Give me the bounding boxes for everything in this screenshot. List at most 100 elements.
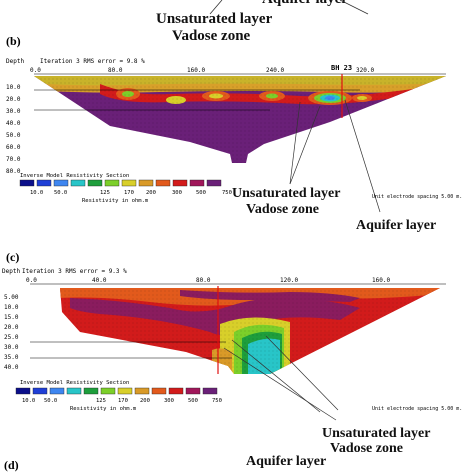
depth-tick: 40.0 <box>4 364 19 371</box>
depth-tick: 5.00 <box>4 294 19 301</box>
top-leader-lines <box>209 0 369 15</box>
legend-value: 750 <box>212 398 222 404</box>
depth-tick: 30.0 <box>6 108 21 115</box>
legend-value: 500 <box>196 190 206 196</box>
legend-swatch <box>172 179 188 187</box>
panel-b-iteration: Iteration 3 RMS error = 9.8 % <box>40 58 145 65</box>
panel-c-depth-header: Depth <box>2 268 20 275</box>
legend-swatch <box>19 179 35 187</box>
legend-swatch <box>100 387 116 395</box>
legend-value: 10.0 <box>22 398 35 404</box>
panel-c-legend-unit: Resistivity in ohm.m <box>70 406 137 412</box>
legend-value: 50.0 <box>54 190 67 196</box>
legend-swatch <box>83 387 99 395</box>
depth-tick: 80.0 <box>6 168 21 175</box>
legend-swatch <box>53 179 69 187</box>
top-unsaturated-label: Unsaturated layer <box>156 11 273 27</box>
legend-swatch <box>36 179 52 187</box>
x-tick: 320.0 <box>356 67 374 74</box>
x-tick: 80.0 <box>196 277 211 284</box>
depth-tick: 35.0 <box>4 354 19 361</box>
depth-tick: 70.0 <box>6 156 21 163</box>
legend-value: 170 <box>118 398 128 404</box>
legend-swatch <box>185 387 201 395</box>
legend-value: 200 <box>140 398 150 404</box>
panel-c-depth-ticks: 5.00 10.0 15.0 20.0 25.0 30.0 35.0 40.0 <box>4 294 19 371</box>
panel-c-legend-values: 10.0 50.0 125 170 200 300 500 750 <box>22 398 222 404</box>
legend-swatch <box>117 387 133 395</box>
panel-c-color-legend <box>15 387 218 395</box>
panel-b-vadose-label: Vadose zone <box>246 202 319 217</box>
legend-swatch <box>151 387 167 395</box>
legend-swatch <box>202 387 218 395</box>
panel-b-resistivity-section: Depth Iteration 3 RMS error = 9.8 % 0.0 … <box>6 58 462 213</box>
legend-swatch <box>189 179 205 187</box>
x-tick: 160.0 <box>187 67 205 74</box>
legend-value: 500 <box>188 398 198 404</box>
depth-tick: 50.0 <box>6 132 21 139</box>
panel-c-legend-title: Inverse Model Resistivity Section <box>20 380 129 386</box>
legend-swatch <box>49 387 65 395</box>
depth-tick: 20.0 <box>4 324 19 331</box>
panel-c-aquifer-label: Aquifer layer <box>246 454 327 469</box>
legend-swatch <box>70 179 86 187</box>
panel-c-unsaturated-label: Unsaturated layer <box>322 426 431 441</box>
legend-swatch <box>32 387 48 395</box>
x-tick: 0.0 <box>30 67 41 74</box>
panel-c-electrode-spacing: Unit electrode spacing 5.00 m. <box>372 406 462 412</box>
legend-value: 10.0 <box>30 190 43 196</box>
x-tick: 160.0 <box>372 277 390 284</box>
legend-swatch <box>134 387 150 395</box>
depth-tick: 60.0 <box>6 144 21 151</box>
panel-b-electrode-spacing: Unit electrode spacing 5.00 m. <box>372 194 462 200</box>
legend-swatch <box>206 179 222 187</box>
borehole-label: BH 23 <box>331 64 352 72</box>
x-tick: 40.0 <box>92 277 107 284</box>
panel-b-x-ticks: 0.0 80.0 160.0 240.0 320.0 <box>30 67 374 74</box>
legend-value: 750 <box>222 190 232 196</box>
depth-tick: 20.0 <box>6 96 21 103</box>
panel-b-unsaturated-label: Unsaturated layer <box>232 186 341 201</box>
top-aquifer-label: Aquifer layer <box>262 0 348 8</box>
panel-c-vadose-label: Vadose zone <box>330 441 403 456</box>
panel-b-depth-ticks: 10.0 20.0 30.0 40.0 50.0 60.0 70.0 80.0 <box>6 84 21 175</box>
panel-c-x-ticks: 0.0 40.0 80.0 120.0 160.0 <box>26 277 390 284</box>
depth-tick: 25.0 <box>4 334 19 341</box>
legend-value: 170 <box>124 190 134 196</box>
panel-b-color-legend <box>19 179 222 187</box>
depth-tick: 10.0 <box>4 304 19 311</box>
depth-tick: 30.0 <box>4 344 19 351</box>
panel-d-letter: (d) <box>4 458 19 472</box>
legend-value: 125 <box>100 190 110 196</box>
x-tick: 80.0 <box>108 67 123 74</box>
legend-value: 125 <box>96 398 106 404</box>
panel-b-aquifer-label: Aquifer layer <box>356 218 437 233</box>
depth-tick: 10.0 <box>6 84 21 91</box>
legend-swatch <box>121 179 137 187</box>
depth-tick: 40.0 <box>6 120 21 127</box>
panel-b-letter: (b) <box>6 34 21 48</box>
panel-b-legend-title: Inverse Model Resistivity Section <box>20 173 129 179</box>
legend-swatch <box>15 387 31 395</box>
legend-swatch <box>87 179 103 187</box>
legend-value: 50.0 <box>44 398 57 404</box>
panel-c-letter: (c) <box>6 250 20 264</box>
legend-value: 200 <box>146 190 156 196</box>
x-tick: 240.0 <box>266 67 284 74</box>
panel-b-legend-values: 10.0 50.0 125 170 200 300 500 750 <box>30 190 232 196</box>
legend-value: 300 <box>172 190 182 196</box>
legend-swatch <box>66 387 82 395</box>
panel-b-depth-header: Depth <box>6 58 24 65</box>
top-vadose-label: Vadose zone <box>172 28 251 44</box>
legend-swatch <box>155 179 171 187</box>
x-tick: 0.0 <box>26 277 37 284</box>
legend-swatch <box>104 179 120 187</box>
x-tick: 120.0 <box>280 277 298 284</box>
legend-swatch <box>138 179 154 187</box>
panel-b-legend-unit: Resistivity in ohm.m <box>82 198 149 204</box>
panel-c-resistivity-section: Depth Iteration 3 RMS error = 9.3 % 0.0 … <box>2 268 462 421</box>
legend-value: 300 <box>164 398 174 404</box>
legend-swatch <box>168 387 184 395</box>
depth-tick: 15.0 <box>4 314 19 321</box>
panel-b-section-body <box>34 76 446 163</box>
